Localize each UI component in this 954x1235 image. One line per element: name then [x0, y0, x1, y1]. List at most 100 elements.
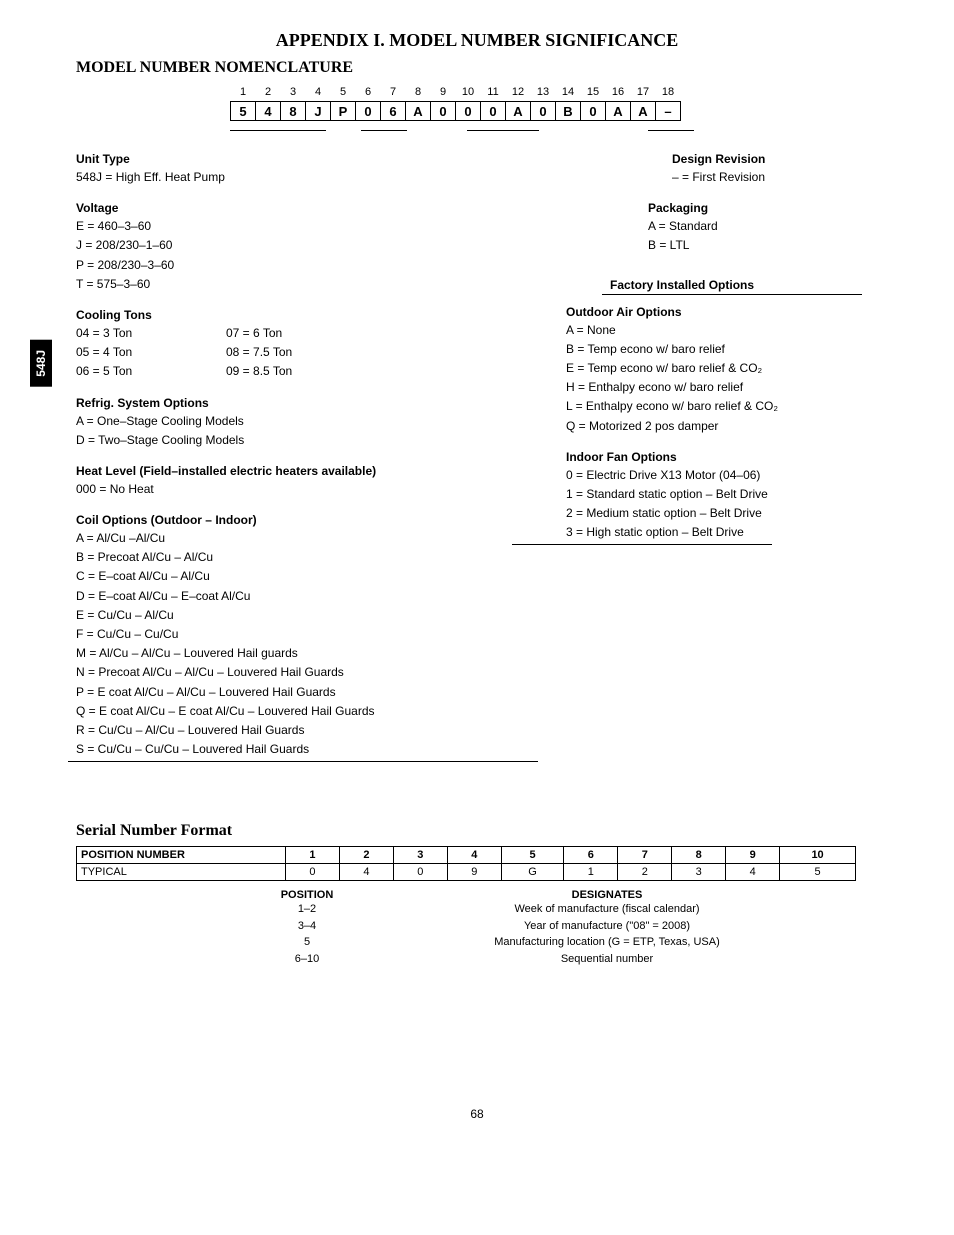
- serial-pos-cell: 2: [339, 847, 393, 864]
- indoor-fan-line: 2 = Medium static option – Belt Drive: [566, 504, 894, 523]
- right-column: Design Revision – = First Revision Packa…: [576, 142, 894, 762]
- heat-level-head: Heat Level (Field–installed electric hea…: [76, 464, 576, 478]
- serial-typical-cell: 2: [618, 864, 672, 881]
- coil-line: S = Cu/Cu – Cu/Cu – Louvered Hail Guards: [76, 740, 576, 759]
- pos-char: A: [506, 102, 531, 121]
- packaging-head: Packaging: [648, 201, 894, 215]
- pos-char: 0: [531, 102, 556, 121]
- pos-num: 12: [506, 83, 531, 102]
- pos-num: 15: [581, 83, 606, 102]
- voltage-line: P = 208/230–3–60: [76, 256, 576, 275]
- cooling-tons-line: 04 = 3 Ton: [76, 324, 226, 343]
- serial-typical-cell: 9: [447, 864, 501, 881]
- voltage-head: Voltage: [76, 201, 576, 215]
- pos-num: 6: [356, 83, 381, 102]
- pos-num: 14: [556, 83, 581, 102]
- left-column: Unit Type 548J = High Eff. Heat Pump Vol…: [60, 142, 576, 762]
- side-tab: 548J: [30, 340, 52, 387]
- indoor-fan-line: 3 = High static option – Belt Drive: [566, 523, 894, 542]
- pos-char: 0: [581, 102, 606, 121]
- cooling-tons-line: 05 = 4 Ton: [76, 343, 226, 362]
- refrig-head: Refrig. System Options: [76, 396, 576, 410]
- voltage-line: J = 208/230–1–60: [76, 236, 576, 255]
- cooling-tons-line: 09 = 8.5 Ton: [226, 362, 292, 381]
- coil-line: R = Cu/Cu – Al/Cu – Louvered Hail Guards: [76, 721, 576, 740]
- unit-type-head: Unit Type: [76, 152, 576, 166]
- cooling-tons-line: 08 = 7.5 Ton: [226, 343, 292, 362]
- pos-char: J: [306, 102, 331, 121]
- indoor-fan-line: 1 = Standard static option – Belt Drive: [566, 485, 894, 504]
- pos-char: A: [606, 102, 631, 121]
- pos-num: 16: [606, 83, 631, 102]
- designates-desc: Sequential number: [437, 951, 777, 968]
- serial-pos-cell: 8: [672, 847, 726, 864]
- coil-line: D = E–coat Al/Cu – E–coat Al/Cu: [76, 587, 576, 606]
- serial-pos-cell: 9: [726, 847, 780, 864]
- coil-line: P = E coat Al/Cu – Al/Cu – Louvered Hail…: [76, 683, 576, 702]
- cooling-tons-head: Cooling Tons: [76, 308, 576, 322]
- serial-typical-cell: 1: [564, 864, 618, 881]
- pos-num: 3: [281, 83, 306, 102]
- coil-line: M = Al/Cu – Al/Cu – Louvered Hail guards: [76, 644, 576, 663]
- coil-line: E = Cu/Cu – Al/Cu: [76, 606, 576, 625]
- pos-char: 0: [456, 102, 481, 121]
- designates-head-right: DESIGNATES: [437, 889, 777, 901]
- outdoor-air-head: Outdoor Air Options: [566, 305, 894, 319]
- indoor-fan-line: 0 = Electric Drive X13 Motor (04–06): [566, 466, 894, 485]
- refrig-line: A = One–Stage Cooling Models: [76, 412, 576, 431]
- coil-line: B = Precoat Al/Cu – Al/Cu: [76, 548, 576, 567]
- designates-desc: Week of manufacture (fiscal calendar): [437, 901, 777, 918]
- pos-char: 5: [231, 102, 256, 121]
- indoor-fan-head: Indoor Fan Options: [566, 450, 894, 464]
- outdoor-air-line: E = Temp econo w/ baro relief & CO₂: [566, 359, 894, 378]
- outdoor-air-line: B = Temp econo w/ baro relief: [566, 340, 894, 359]
- design-revision-line: – = First Revision: [672, 168, 894, 187]
- serial-table: POSITION NUMBER12345678910 TYPICAL0409G1…: [76, 846, 856, 881]
- designates-pos: 1–2: [177, 901, 437, 918]
- serial-heading: Serial Number Format: [76, 822, 894, 840]
- pos-num: 4: [306, 83, 331, 102]
- position-table: 123456789101112131415161718 548JP06A000A…: [230, 83, 681, 121]
- designates-pos: 5: [177, 934, 437, 951]
- appendix-title: APPENDIX I. MODEL NUMBER SIGNIFICANCE: [60, 30, 894, 51]
- outdoor-air-line: H = Enthalpy econo w/ baro relief: [566, 378, 894, 397]
- coil-line: Q = E coat Al/Cu – E coat Al/Cu – Louver…: [76, 702, 576, 721]
- designates-block: POSITION DESIGNATES 1–2Week of manufactu…: [177, 889, 777, 967]
- serial-pos-cell: 10: [780, 847, 856, 864]
- serial-typical-cell: 4: [339, 864, 393, 881]
- pos-num: 17: [631, 83, 656, 102]
- pos-char: 4: [256, 102, 281, 121]
- cooling-tons-line: 06 = 5 Ton: [76, 362, 226, 381]
- coil-head: Coil Options (Outdoor – Indoor): [76, 513, 576, 527]
- designates-pos: 3–4: [177, 918, 437, 935]
- pos-num: 18: [656, 83, 681, 102]
- serial-pos-cell: 1: [286, 847, 340, 864]
- pos-num: 1: [231, 83, 256, 102]
- coil-line: C = E–coat Al/Cu – Al/Cu: [76, 567, 576, 586]
- pos-num: 11: [481, 83, 506, 102]
- pos-num: 10: [456, 83, 481, 102]
- pos-num: 7: [381, 83, 406, 102]
- designates-head-left: POSITION: [177, 889, 437, 901]
- pos-char: A: [631, 102, 656, 121]
- refrig-line: D = Two–Stage Cooling Models: [76, 431, 576, 450]
- serial-typical-cell: G: [501, 864, 564, 881]
- nomenclature-heading: MODEL NUMBER NOMENCLATURE: [76, 59, 894, 77]
- designates-desc: Manufacturing location (G = ETP, Texas, …: [437, 934, 777, 951]
- serial-typical-label: TYPICAL: [77, 864, 286, 881]
- pos-char: 0: [356, 102, 381, 121]
- packaging-line-b: B = LTL: [648, 236, 894, 255]
- pos-char: –: [656, 102, 681, 121]
- design-revision-head: Design Revision: [672, 152, 894, 166]
- packaging-line-a: A = Standard: [648, 217, 894, 236]
- serial-pos-cell: 7: [618, 847, 672, 864]
- page-number: 68: [60, 1107, 894, 1121]
- factory-head: Factory Installed Options: [610, 278, 894, 292]
- pos-num: 8: [406, 83, 431, 102]
- designates-pos: 6–10: [177, 951, 437, 968]
- coil-line: F = Cu/Cu – Cu/Cu: [76, 625, 576, 644]
- pos-num: 9: [431, 83, 456, 102]
- serial-pos-cell: 3: [393, 847, 447, 864]
- cooling-tons-line: 07 = 6 Ton: [226, 324, 292, 343]
- serial-typical-cell: 4: [726, 864, 780, 881]
